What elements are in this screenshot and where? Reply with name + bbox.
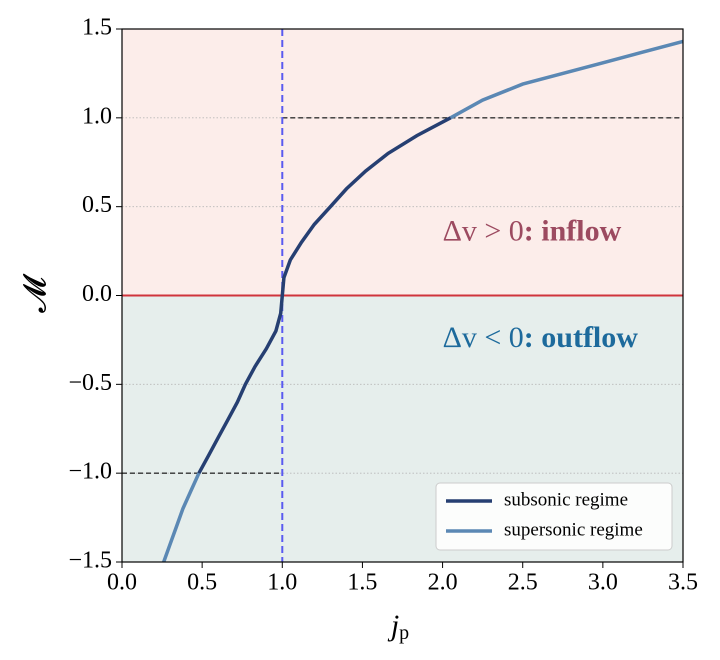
- y-tick-label: 0.0: [82, 281, 112, 307]
- x-tick-label: 3.0: [588, 570, 618, 596]
- plot-layer: [122, 29, 683, 562]
- annotation-text: : inflow: [524, 214, 622, 247]
- x-tick-label: 2.0: [428, 570, 458, 596]
- x-tick-label: 0.5: [187, 570, 217, 596]
- annotation-text: : outflow: [524, 321, 638, 354]
- series-line: [197, 116, 452, 475]
- x-axis-label: jp: [387, 609, 409, 644]
- y-tick-label: 1.0: [82, 103, 112, 129]
- y-axis-label: 𝓜: [16, 273, 52, 313]
- annotation: Δv < 0: outflow: [443, 321, 639, 354]
- x-tick-label: 1.5: [347, 570, 377, 596]
- x-tick-label: 0.0: [107, 570, 137, 596]
- annotation-math: Δv > 0: [443, 214, 524, 247]
- x-label-sub: p: [399, 622, 409, 644]
- y-tick-label: −1.0: [68, 459, 112, 485]
- x-tick-label: 2.5: [508, 570, 538, 596]
- region: [122, 29, 683, 296]
- legend-box: [435, 482, 673, 551]
- x-tick-label: 3.5: [668, 570, 698, 596]
- y-tick-label: 0.5: [82, 192, 112, 218]
- y-tick-label: −0.5: [68, 370, 112, 396]
- x-label-main: j: [387, 609, 399, 642]
- series-line: [162, 39, 683, 562]
- legend-label: subsonic regime: [504, 489, 628, 510]
- y-tick-label: 1.5: [82, 15, 112, 41]
- annotation: Δv > 0: inflow: [443, 214, 622, 247]
- background: [122, 28, 683, 563]
- y-tick-label: −1.5: [68, 548, 112, 574]
- legend-label: supersonic regime: [504, 519, 643, 540]
- annotation-math: Δv < 0: [443, 321, 524, 354]
- x-tick-label: 1.0: [267, 570, 297, 596]
